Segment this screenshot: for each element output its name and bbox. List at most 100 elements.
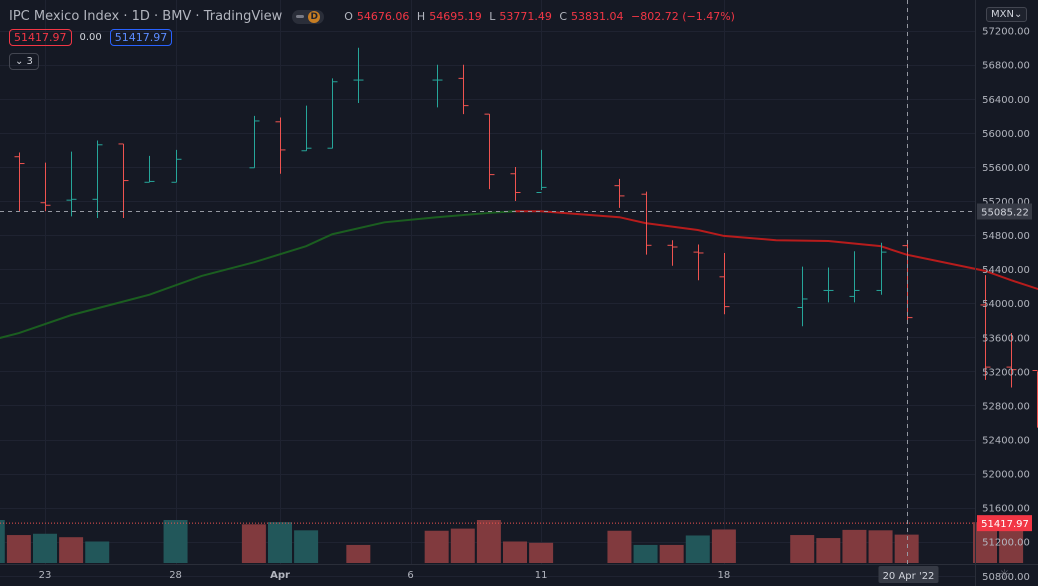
volume-bar	[0, 520, 5, 563]
low-value: 53771.49	[499, 10, 552, 23]
price-tick-label: 53200.00	[982, 367, 1030, 378]
currency-button[interactable]: MXN⌄	[986, 7, 1028, 22]
ohlc-bar	[719, 252, 730, 315]
volume-bar	[33, 533, 57, 563]
price-tick-label: 54000.00	[982, 299, 1030, 310]
moving-average-line-down	[515, 210, 1038, 291]
price-tick-label: 55200.00	[982, 197, 1030, 208]
last-price-label-bg	[977, 515, 1032, 532]
minus-icon	[296, 15, 305, 18]
indicator-values-row: 51417.97 0.00 51417.97	[9, 29, 173, 46]
time-tick-label: Apr	[270, 570, 290, 581]
ohlc-bar	[432, 64, 443, 108]
ohlc-bar	[353, 47, 364, 104]
ohlc-bar	[641, 191, 652, 255]
high-value: 54695.19	[429, 10, 482, 23]
close-label: C	[559, 10, 568, 23]
ohlc-bar	[66, 151, 77, 217]
ohlc-bar	[980, 275, 991, 380]
ohlc-bar	[327, 78, 338, 149]
ohlc-bar	[484, 113, 495, 190]
ohlc-bar	[144, 155, 155, 183]
ohlc-bar	[823, 267, 834, 303]
ohlc-bar	[876, 242, 887, 295]
volume-bar	[894, 534, 919, 563]
ohlc-bar	[171, 149, 182, 183]
volume-bar	[59, 537, 84, 563]
volume-bar	[790, 535, 815, 563]
indicator-value-red[interactable]: 51417.97	[9, 29, 72, 46]
volume-bar	[711, 529, 736, 563]
ohlc-bar	[118, 143, 129, 219]
price-tick-label: 51600.00	[982, 504, 1030, 515]
ohlc-bar	[510, 166, 521, 202]
price-tick-label: 57200.00	[982, 27, 1030, 38]
ohlc-bar	[275, 117, 286, 174]
ohlc-bar	[14, 152, 25, 212]
price-tick-label: 56400.00	[982, 95, 1030, 106]
time-tick-label: 11	[535, 570, 548, 581]
gear-icon[interactable]: ☼	[999, 567, 1010, 581]
market-status-badge[interactable]: D	[292, 9, 325, 24]
ohlc-bar	[1006, 333, 1017, 388]
volume-bar	[503, 541, 527, 563]
ohlc-bar	[797, 266, 808, 327]
volume-bar	[816, 538, 841, 563]
open-value: 54676.06	[356, 10, 410, 23]
price-tick-label: 53600.00	[982, 333, 1030, 344]
crosshair-time-label: 20 Apr '22	[883, 571, 935, 582]
delayed-badge: D	[308, 10, 321, 23]
indicator-value-blue[interactable]: 51417.97	[109, 29, 173, 46]
volume-bar	[868, 530, 893, 563]
price-tick-label: 56000.00	[982, 129, 1030, 140]
price-tick-label: 54400.00	[982, 265, 1030, 276]
price-tick-label: 52000.00	[982, 470, 1030, 481]
ohlc-bar	[40, 162, 51, 212]
volume-bar	[424, 530, 449, 563]
moving-average-line-up	[0, 210, 516, 339]
ohlc-bar	[667, 240, 678, 266]
volume-bar	[842, 529, 867, 563]
low-label: L	[489, 10, 496, 23]
volume-bar	[685, 535, 710, 563]
ohlc-bar	[458, 64, 469, 115]
high-label: H	[416, 10, 426, 23]
time-tick-label: 28	[169, 570, 182, 581]
volume-bar	[450, 528, 475, 563]
volume-bar	[346, 544, 371, 563]
price-tick-label: 56800.00	[982, 61, 1030, 72]
price-tick-label: 52400.00	[982, 436, 1030, 447]
time-tick-label: 23	[39, 570, 52, 581]
time-tick-label: 6	[407, 570, 413, 581]
price-tick-label: 52800.00	[982, 401, 1030, 412]
volume-bar	[163, 520, 188, 563]
ohlc-bar	[92, 140, 103, 219]
ohlc-bar	[536, 149, 547, 193]
volume-bar	[6, 535, 31, 563]
crosshair-price-label: 55085.22	[981, 208, 1029, 219]
time-tick-label: 18	[718, 570, 731, 581]
collapse-indicators-button[interactable]: ⌄ 3	[9, 53, 39, 70]
ohlc-bar	[693, 244, 704, 281]
volume-bar	[999, 525, 1024, 563]
volume-bar	[294, 530, 319, 563]
ohlc-bar	[614, 178, 625, 208]
ohlc-bar	[301, 105, 312, 152]
volume-bar	[633, 544, 658, 563]
price-tick-label: 51200.00	[982, 538, 1030, 549]
price-tick-label: 55600.00	[982, 163, 1030, 174]
close-value: 53831.04	[571, 10, 624, 23]
volume-bar	[241, 524, 266, 563]
symbol-title[interactable]: IPC Mexico Index · 1D · BMV · TradingVie…	[9, 9, 283, 24]
volume-bar	[659, 544, 684, 563]
indicator-value-zero: 0.00	[79, 32, 102, 43]
crosshair-time-label-bg	[878, 566, 939, 583]
open-label: O	[344, 10, 353, 23]
volume-bar	[85, 541, 110, 563]
volume-bar	[607, 530, 632, 563]
ohlc-values: O 54676.06 H 54695.19 L 53771.49 C 53831.04 …	[344, 10, 739, 23]
ohlc-bar	[849, 251, 860, 303]
volume-bar	[268, 522, 292, 563]
